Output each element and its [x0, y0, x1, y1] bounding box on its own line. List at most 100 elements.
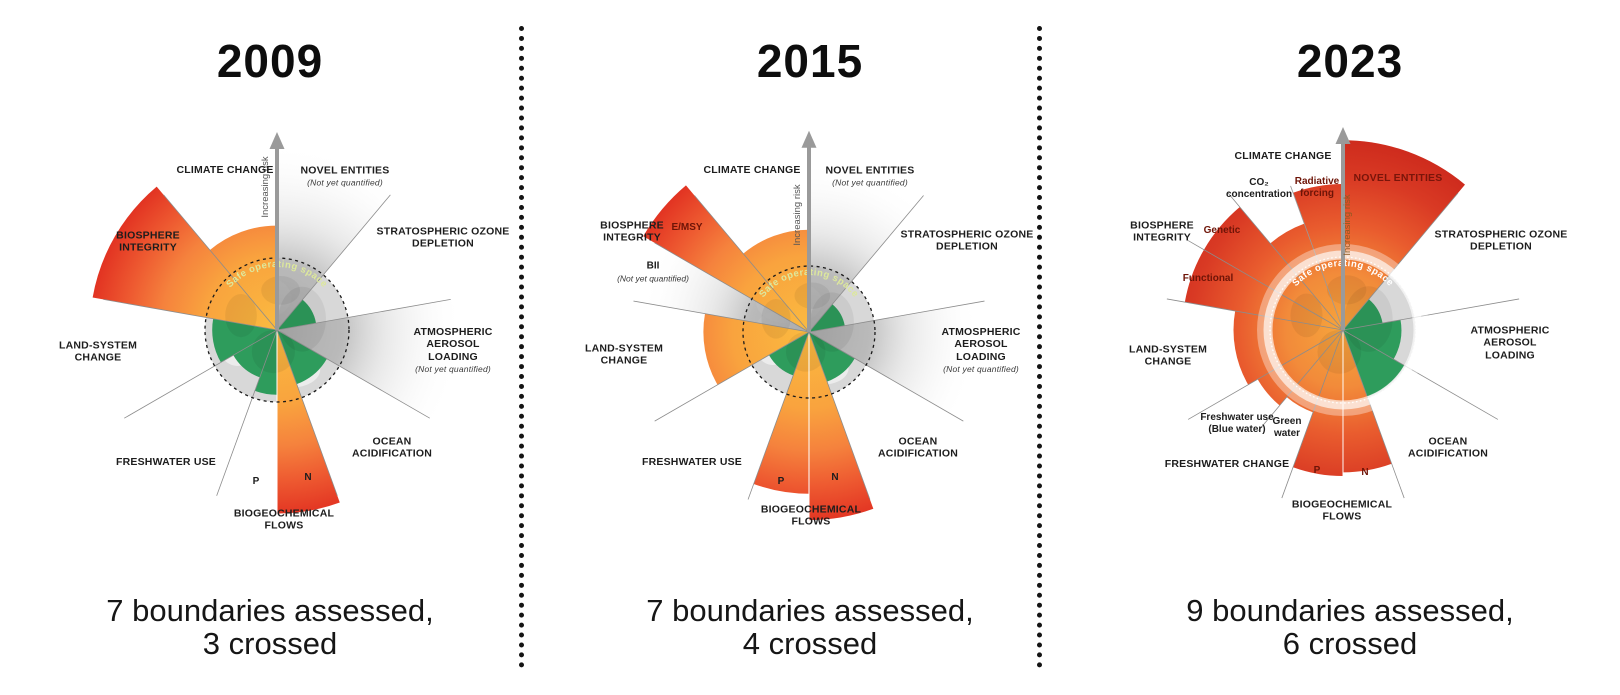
sector-divider-line — [1342, 329, 1405, 499]
wedge-ocean-acidification — [277, 330, 327, 385]
boundary-label-functional: Functional — [1182, 273, 1234, 285]
sector-divider-line — [276, 329, 430, 419]
safe-boundary-circle — [1269, 256, 1417, 404]
boundary-label-bii: BII (Not yet quantified) — [617, 260, 689, 284]
sector-divider-line — [1187, 329, 1344, 420]
boundary-label-e-msy: E/MSY — [671, 222, 703, 234]
boundary-label-ocean: OCEAN ACIDIFICATION — [352, 435, 432, 460]
wedge-atmospheric-aerosol-loading — [277, 297, 465, 424]
sector-divider-line — [633, 300, 810, 333]
wedge-climate-change — [209, 225, 277, 330]
wedge-novel-entities — [809, 160, 920, 332]
sector-divider-line — [1281, 329, 1344, 499]
sector-divider-line — [216, 329, 278, 496]
boundary-label-stratospheric-ozone: STRATOSPHERIC OZONE DEPLETION — [376, 225, 510, 250]
boundary-label-freshwater-use: Freshwater use (Blue water) — [1200, 412, 1274, 435]
wedge-biosphere-integrity-bii — [643, 247, 809, 332]
boundary-label-freshwater-use: FRESHWATER USE — [115, 455, 217, 468]
increasing-risk-label: Increasing risk — [260, 156, 271, 217]
risk-arrow-head — [1335, 127, 1351, 145]
boundary-label-stratospheric-ozone: STRATOSPHERIC OZONE DEPLETION — [900, 228, 1034, 253]
continent-shading — [1290, 275, 1393, 374]
sector-divider-line — [1342, 329, 1499, 420]
wedge-biosphere-integrity-e-msy — [643, 185, 809, 332]
wedge-land-system-change — [212, 318, 277, 363]
sector-divider-line — [747, 331, 810, 500]
panel-title-2023: 2023 — [1296, 35, 1404, 87]
risk-arrow-head — [801, 130, 817, 148]
wedge-atmospheric-aerosol-loading — [1343, 319, 1402, 360]
caption-line: 7 boundaries assessed, — [646, 593, 974, 628]
wedge-stratospheric-ozone-depletion — [277, 299, 316, 330]
wedge-freshwater-use — [768, 332, 809, 376]
sector-divider-line — [808, 331, 871, 500]
caption-line: 4 crossed — [742, 626, 878, 662]
sector-divider-line — [276, 329, 338, 496]
boundary-label-biogeochemical: BIOGEOCHEMICAL FLOWS — [760, 503, 862, 528]
wedge-atmospheric-aerosol-loading — [809, 302, 981, 418]
diagram-2009: Safe operating space Increasing risk CLIMA… — [0, 0, 540, 695]
caption-line: 6 crossed — [1282, 626, 1418, 662]
boundary-label-land-system: LAND-SYSTEM CHANGE — [58, 339, 138, 364]
sub-divider-line — [654, 242, 810, 333]
boundary-label-land-system: LAND-SYSTEM CHANGE — [1128, 343, 1208, 368]
sub-divider-line — [1187, 240, 1344, 331]
panel-2015: 2015 Safe operating space Increasing risk… — [540, 0, 1080, 695]
increasing-risk-label: Increasing risk — [792, 184, 803, 245]
wedge-land-system-change — [1233, 310, 1343, 385]
sector-divider-line — [276, 194, 391, 331]
boundary-label-climate-change: CLIMATE CHANGE — [1234, 149, 1332, 162]
wedge-climate-change — [743, 229, 809, 332]
panel-title-2009: 2009 — [216, 35, 324, 87]
boundary-label-genetic: Genetic — [1203, 225, 1241, 237]
safe-boundary-circle — [742, 265, 876, 399]
caption-line: 3 crossed — [202, 626, 338, 662]
risk-arrow-head — [269, 132, 285, 149]
sector-divider-line — [1342, 192, 1459, 331]
boundary-label-p: P — [252, 476, 260, 488]
wedge-freshwater-change-blue-water — [1257, 330, 1343, 406]
boundary-label-p: P — [777, 476, 785, 488]
wedge-ocean-acidification — [809, 332, 855, 382]
sector-divider-line — [654, 331, 810, 422]
continent-shading — [761, 282, 854, 372]
boundary-label-novel-entities: NOVEL ENTITIES — [1353, 171, 1443, 184]
boundary-label-land-system: LAND-SYSTEM CHANGE — [584, 342, 664, 367]
wedge-stratospheric-ozone-depletion — [809, 304, 845, 332]
panel-2023: 2023 Safe operating space Increasing risk… — [1080, 0, 1620, 695]
dotted-separator — [1037, 26, 1042, 668]
boundary-label-freshwater-change: FRESHWATER CHANGE — [1164, 457, 1290, 470]
boundary-label-novel-entities: NOVEL ENTITIES (Not yet quantified) — [825, 164, 915, 188]
boundary-label-atmospheric: ATMOSPHERIC AEROSOL LOADING (Not yet quanti… — [941, 325, 1021, 375]
boundary-label-biogeochemical: BIOGEOCHEMICAL FLOWS — [233, 507, 335, 532]
panel-title-2015: 2015 — [756, 35, 864, 87]
wedge-ocean-acidification — [1343, 330, 1405, 397]
boundary-label-biosphere: BIOSPHERE INTEGRITY — [600, 219, 664, 244]
wedge-biosphere-integrity-functional — [1184, 249, 1343, 330]
boundary-label-radiative: Radiative forcing — [1294, 176, 1340, 199]
boundary-label-co: CO₂ concentration — [1225, 177, 1293, 200]
sector-divider-line — [103, 298, 278, 331]
panel-caption-2009: 7 boundaries assessed, 3 crossed — [0, 594, 540, 660]
wedge-novel-entities — [1343, 140, 1465, 330]
caption-line: 7 boundaries assessed, — [106, 593, 434, 628]
wedge-freshwater-use — [233, 330, 277, 378]
boundary-label-novel-entities: NOVEL ENTITIES (Not yet quantified) — [300, 164, 390, 188]
boundary-label-biogeochemical: BIOGEOCHEMICAL FLOWS — [1291, 498, 1393, 523]
sector-divider-line — [124, 329, 278, 419]
wedge-land-system-change — [703, 313, 809, 385]
sector-divider-line — [694, 195, 810, 333]
boundary-label-ocean: OCEAN ACIDIFICATION — [878, 435, 958, 460]
sector-divider-line — [163, 194, 278, 331]
wedge-biogeochemical-flows-p — [753, 332, 809, 494]
continent-shading — [225, 276, 326, 374]
sector-divider-line — [808, 300, 985, 333]
caption-line: 9 boundaries assessed, — [1186, 593, 1514, 628]
wedge-novel-entities — [277, 142, 398, 330]
wedge-climate-change-co2-concentration — [1270, 223, 1343, 330]
wedge-biogeochemical-flows-n — [277, 330, 340, 514]
